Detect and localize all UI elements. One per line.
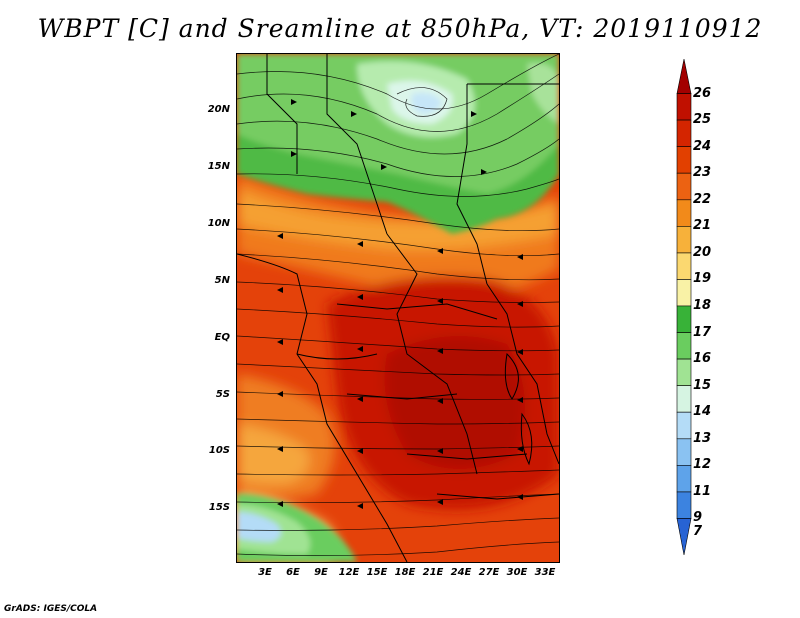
lon-label-6e: 6E bbox=[286, 567, 300, 578]
colorbar-swatch bbox=[676, 358, 692, 386]
colorbar-swatch bbox=[676, 199, 692, 227]
colorbar-label: 26 bbox=[693, 85, 712, 101]
colorbar-swatch bbox=[676, 491, 692, 519]
colorbar-swatch bbox=[676, 252, 692, 280]
lat-label-20n: 20N bbox=[207, 104, 230, 115]
colorbar-swatch bbox=[676, 305, 692, 333]
lon-label-33e: 33E bbox=[534, 567, 556, 578]
colorbar-label: 17 bbox=[693, 324, 712, 340]
colorbar-swatch bbox=[676, 465, 692, 493]
lat-label-10s: 10S bbox=[208, 445, 230, 456]
map-panel bbox=[236, 53, 560, 563]
colorbar-label: 7 bbox=[693, 523, 703, 539]
colorbar-label: 19 bbox=[693, 271, 712, 287]
colorbar-label: 22 bbox=[693, 191, 712, 207]
lon-label-3e: 3E bbox=[258, 567, 272, 578]
colorbar-swatch bbox=[676, 518, 692, 556]
colorbar-swatch bbox=[676, 411, 692, 440]
colorbar-label: 9 bbox=[693, 510, 703, 526]
colorbar-swatch bbox=[676, 226, 692, 254]
colorbar-swatch bbox=[676, 93, 692, 121]
colorbar-label: 13 bbox=[693, 430, 712, 446]
lat-label-15s: 15S bbox=[208, 502, 230, 513]
colorbar-label: 25 bbox=[693, 112, 712, 128]
lon-label-12e: 12E bbox=[338, 567, 360, 578]
colorbar-label: 15 bbox=[693, 377, 712, 393]
map-canvas bbox=[237, 54, 559, 562]
lon-label-15e: 15E bbox=[366, 567, 388, 578]
lon-label-30e: 30E bbox=[506, 567, 528, 578]
lat-label-5n: 5N bbox=[214, 275, 230, 286]
colorbar-label: 11 bbox=[693, 483, 712, 499]
lat-label-15n: 15N bbox=[207, 161, 230, 172]
colorbar-swatch bbox=[676, 58, 692, 94]
colorbar-label: 18 bbox=[693, 298, 712, 313]
colorbar-label: 24 bbox=[693, 138, 712, 154]
colorbar-label: 14 bbox=[693, 404, 712, 420]
lon-label-18e: 18E bbox=[394, 567, 416, 578]
lon-label-24e: 24E bbox=[450, 567, 472, 578]
lon-label-27e: 27E bbox=[478, 567, 500, 578]
footer-credit: GrADS: IGES/COLA bbox=[4, 604, 98, 614]
colorbar-swatch bbox=[676, 119, 692, 147]
colorbar-swatch bbox=[676, 146, 692, 174]
colorbar-swatch bbox=[676, 332, 692, 360]
colorbar-label: 16 bbox=[693, 351, 712, 367]
lon-label-21e: 21E bbox=[422, 567, 444, 578]
lat-label-eq: EQ bbox=[214, 332, 230, 343]
colorbar-swatch bbox=[676, 172, 692, 201]
colorbar-label: 20 bbox=[693, 244, 712, 260]
lon-label-9e: 9E bbox=[314, 567, 328, 578]
chart-title: WBPT [C] and Sreamline at 850hPa, VT: 20… bbox=[37, 14, 763, 43]
colorbar-label: 23 bbox=[693, 165, 712, 181]
colorbar bbox=[676, 58, 692, 556]
colorbar-label: 21 bbox=[693, 218, 712, 234]
colorbar-label: 12 bbox=[693, 457, 712, 473]
colorbar-swatch bbox=[676, 279, 692, 307]
lat-label-5s: 5S bbox=[215, 389, 230, 400]
colorbar-swatch bbox=[676, 385, 692, 413]
lat-label-10n: 10N bbox=[207, 218, 230, 229]
colorbar-swatch bbox=[676, 438, 692, 466]
